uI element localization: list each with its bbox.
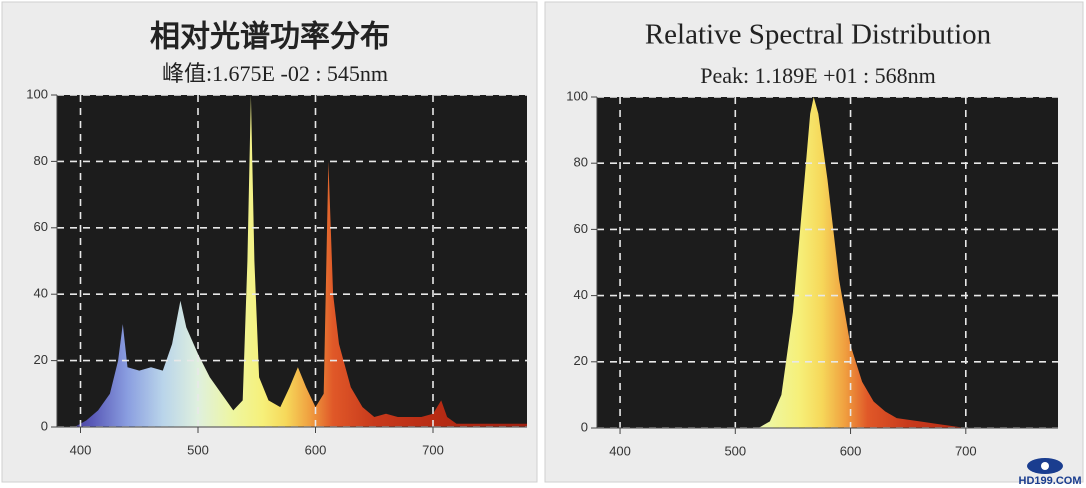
- y-tick-label: 100: [566, 88, 588, 103]
- chart-title: 相对光谱功率分布: [150, 20, 390, 55]
- x-tick-label: 400: [609, 443, 631, 458]
- x-tick-label: 500: [724, 443, 746, 458]
- x-tick-label: 600: [840, 443, 862, 458]
- y-tick-label: 0: [581, 419, 588, 434]
- y-tick-label: 80: [574, 155, 588, 170]
- y-tick-label: 80: [34, 153, 48, 168]
- y-tick-label: 100: [26, 86, 48, 101]
- y-tick-label: 60: [574, 221, 588, 236]
- y-tick-label: 40: [34, 286, 48, 301]
- x-tick-label: 600: [305, 442, 327, 457]
- chart-title: Relative Spectral Distribution: [645, 19, 992, 51]
- chart-subtitle: 峰值:1.675E -02 : 545nm: [162, 61, 388, 86]
- spectrum-area: [57, 95, 527, 427]
- y-tick-label: 20: [574, 353, 588, 368]
- y-tick-label: 40: [574, 287, 588, 302]
- x-tick-label: 700: [955, 443, 977, 458]
- watermark: HD199.COM: [1019, 475, 1082, 487]
- x-tick-label: 700: [422, 442, 444, 457]
- logo: [1041, 462, 1049, 470]
- y-tick-label: 0: [41, 418, 48, 433]
- x-tick-label: 400: [70, 442, 92, 457]
- x-tick-label: 500: [187, 442, 209, 457]
- spectrum-area: [597, 97, 1058, 428]
- y-tick-label: 20: [34, 352, 48, 367]
- y-tick-label: 60: [34, 219, 48, 234]
- chart-subtitle: Peak: 1.189E +01 : 568nm: [700, 63, 935, 88]
